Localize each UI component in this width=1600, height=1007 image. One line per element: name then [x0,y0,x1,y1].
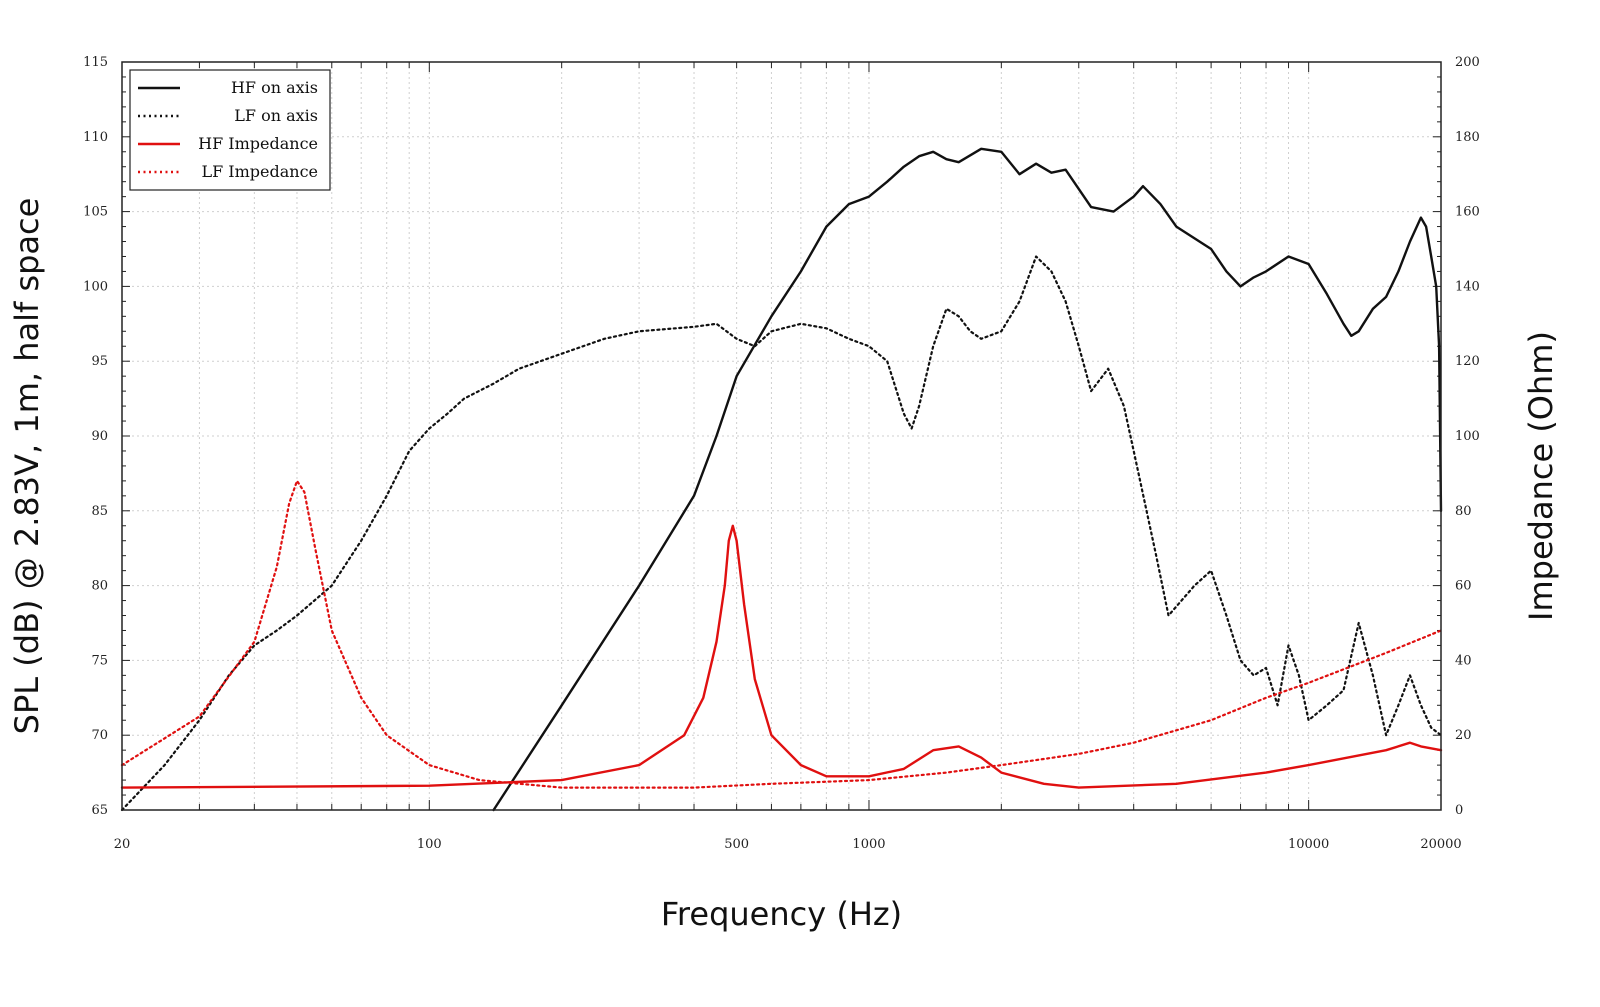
y-tick-label: 70 [91,728,108,743]
y2-tick-label: 140 [1455,279,1480,294]
y2-tick-label: 200 [1455,55,1480,70]
legend-box [129,69,331,191]
y2-tick-label: 100 [1455,429,1480,444]
legend-label: HF on axis [231,78,318,97]
legend-label: LF on axis [234,106,318,125]
y2-tick-label: 180 [1455,130,1480,145]
y-tick-label: 105 [83,205,108,220]
x-tick-label: 1000 [852,837,885,852]
y-tick-label: 115 [83,55,108,70]
y-tick-label: 65 [91,803,108,818]
legend-label: HF Impedance [198,134,318,153]
y2-tick-label: 60 [1455,579,1472,594]
y2-tick-label: 80 [1455,504,1472,519]
y-axis-title: SPL (dB) @ 2.83V, 1m, half space [8,198,46,735]
y-tick-label: 85 [91,504,108,519]
series-lf-on-axis [120,255,1443,812]
y2-tick-label: 120 [1455,354,1480,369]
y2-axis-title: Impedance (Ohm) [1522,331,1560,621]
y2-tick-label: 160 [1455,205,1480,220]
legend-label: LF Impedance [201,162,318,181]
x-tick-label: 20000 [1420,837,1461,852]
x-tick-label: 500 [724,837,749,852]
x-axis-title: Frequency (Hz) [661,895,902,933]
x-tick-label: 100 [417,837,442,852]
x-tick-label: 10000 [1288,837,1329,852]
y2-tick-label: 40 [1455,653,1472,668]
y2-tick-label: 20 [1455,728,1472,743]
y-tick-label: 95 [91,354,108,369]
y-tick-label: 80 [91,579,108,594]
legend: HF on axis LF on axis HF Impedance LF Imped… [129,69,331,191]
plot-frame [121,61,1442,811]
y2-tick-label: 0 [1455,803,1463,818]
y-tick-label: 75 [91,653,108,668]
y-tick-label: 100 [83,279,108,294]
series-layer [120,147,1443,812]
y-tick-label: 110 [83,130,108,145]
y-tick-label: 90 [91,429,108,444]
x-tick-label: 20 [114,837,131,852]
series-hf-on-axis [492,147,1443,812]
series-lf-impedance [120,479,1443,789]
series-hf-impedance [120,524,1443,789]
